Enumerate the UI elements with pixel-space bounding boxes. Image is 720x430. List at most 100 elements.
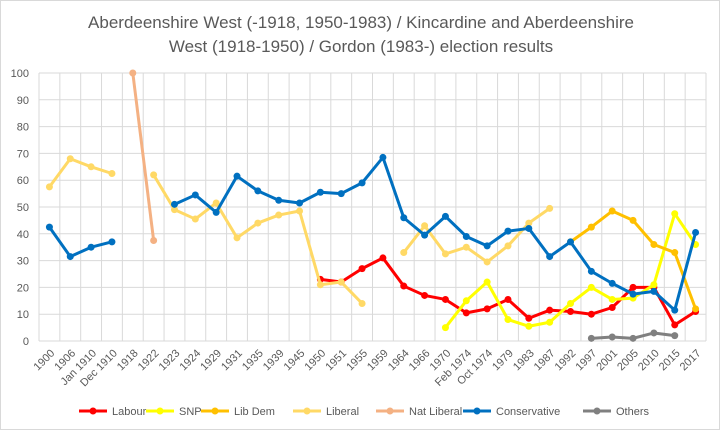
chart-title-line-1: Aberdeenshire West (-1918, 1950-1983) / … xyxy=(88,13,634,32)
series-others xyxy=(587,329,679,342)
y-tick-label: 100 xyxy=(11,68,29,80)
data-point xyxy=(441,324,449,332)
data-point xyxy=(629,290,637,298)
x-tick-label: 1966 xyxy=(407,347,433,373)
data-point xyxy=(108,238,116,246)
data-point xyxy=(129,69,137,77)
legend-marker xyxy=(156,407,164,415)
data-point xyxy=(66,253,74,261)
x-tick-label: 1959 xyxy=(365,347,391,373)
data-point xyxy=(692,228,700,236)
data-point xyxy=(108,170,116,177)
data-point xyxy=(587,310,595,318)
legend-item: Liberal xyxy=(293,406,359,418)
x-tick-label: 1931 xyxy=(219,347,245,373)
data-point xyxy=(150,171,158,179)
data-point xyxy=(254,187,262,195)
legend-marker xyxy=(303,407,311,415)
legend-marker xyxy=(593,407,601,415)
data-point xyxy=(337,278,345,286)
x-tick-label: 1951 xyxy=(323,347,349,373)
series-conservative xyxy=(45,153,700,314)
data-point xyxy=(191,191,199,199)
x-tick-label: 1997 xyxy=(574,347,600,373)
data-point xyxy=(170,206,178,214)
series-line xyxy=(48,157,113,188)
x-tick-label: 1987 xyxy=(532,347,558,373)
data-point xyxy=(358,179,366,187)
x-tick-label: 1992 xyxy=(553,347,579,373)
data-point xyxy=(400,214,408,222)
x-tick-label: 1955 xyxy=(344,347,370,373)
data-point xyxy=(379,254,387,262)
data-point xyxy=(629,283,637,291)
series-line xyxy=(173,155,698,312)
data-point xyxy=(650,329,658,337)
chart-title: Aberdeenshire West (-1918, 1950-1983) / … xyxy=(1,11,719,59)
data-point xyxy=(629,334,637,342)
data-point xyxy=(671,321,679,329)
data-point xyxy=(462,232,470,240)
data-point xyxy=(275,196,283,204)
data-point xyxy=(567,308,575,316)
data-point xyxy=(608,333,616,341)
data-point xyxy=(316,188,324,196)
data-point xyxy=(546,318,554,326)
data-point xyxy=(525,224,533,232)
data-point xyxy=(587,223,595,231)
data-point xyxy=(400,249,408,257)
x-tick-label: 2017 xyxy=(678,347,704,373)
x-tick-label: 1964 xyxy=(386,347,412,373)
x-tick-label: 2001 xyxy=(594,347,620,373)
x-tick-label: 1918 xyxy=(115,347,141,373)
data-point xyxy=(504,227,512,235)
data-point xyxy=(567,299,575,307)
data-point xyxy=(212,208,220,216)
data-point xyxy=(629,216,637,224)
y-tick-label: 80 xyxy=(17,122,29,134)
x-tick-label: 1900 xyxy=(32,347,58,373)
x-tick-label: 1922 xyxy=(136,347,162,373)
data-point xyxy=(337,190,345,198)
data-point xyxy=(483,258,491,266)
data-point xyxy=(191,215,199,223)
data-point xyxy=(358,265,366,273)
data-point xyxy=(87,163,95,171)
data-point xyxy=(587,267,595,275)
data-point xyxy=(567,238,575,246)
data-point xyxy=(650,281,658,289)
data-point xyxy=(400,282,408,290)
data-point xyxy=(358,299,366,307)
y-tick-label: 10 xyxy=(17,309,29,321)
data-point xyxy=(254,219,262,227)
y-tick-label: 70 xyxy=(17,148,29,160)
data-point xyxy=(546,306,554,314)
legend-label: Labour xyxy=(112,406,147,418)
legend-item: Lib Dem xyxy=(201,406,275,418)
series-line xyxy=(320,256,697,327)
legend-item: Nat Liberal xyxy=(376,406,462,418)
data-point xyxy=(421,291,429,299)
data-point xyxy=(441,250,449,258)
legend-label: Conservative xyxy=(496,406,560,418)
data-point xyxy=(462,297,470,305)
x-tick-label: 1939 xyxy=(261,347,287,373)
y-tick-label: 30 xyxy=(17,256,29,268)
legend-item: Labour xyxy=(79,406,147,418)
y-tick-label: 50 xyxy=(17,202,29,214)
data-point xyxy=(483,242,491,250)
data-point xyxy=(525,314,533,322)
x-tick-label: 2010 xyxy=(636,347,662,373)
data-point xyxy=(66,155,74,163)
data-point xyxy=(483,278,491,286)
data-point xyxy=(462,243,470,251)
data-point xyxy=(504,242,512,250)
data-point xyxy=(296,207,304,215)
data-point xyxy=(608,304,616,311)
data-point xyxy=(45,183,53,191)
data-point xyxy=(546,204,554,212)
legend-item: SNP xyxy=(146,406,202,418)
series-line xyxy=(48,226,113,259)
series-liberal xyxy=(45,155,554,307)
data-point xyxy=(379,153,387,161)
